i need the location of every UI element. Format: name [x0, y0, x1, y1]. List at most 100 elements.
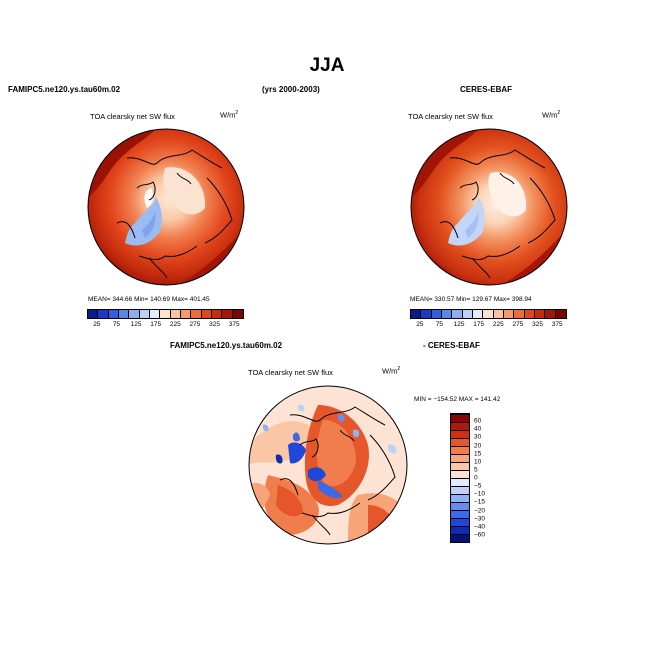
colorbar-swatch [451, 518, 469, 526]
colorbar-swatch [452, 310, 463, 318]
colorbar-swatch [451, 478, 469, 486]
colorbar-tick-label: 125 [453, 321, 465, 328]
colorbar-tick-label: 325 [209, 321, 220, 328]
colorbar-tick-label: 275 [189, 321, 201, 328]
panel1-colorbar-ticks: 25 75 125 175 225 275 325 375 [87, 321, 244, 331]
observation-polar-map [410, 128, 568, 286]
colorbar-swatch [451, 462, 469, 470]
panel1-unit: W/m2 [220, 110, 239, 120]
diff-colorbar [450, 413, 470, 543]
colorbar-swatch [451, 446, 469, 454]
colorbar-tick-label: 225 [169, 321, 181, 328]
colorbar-swatch [201, 310, 212, 318]
colorbar-swatch [232, 310, 243, 318]
colorbar-tick-label: 15 [474, 450, 482, 458]
panel1-colorbar [87, 309, 244, 319]
diff-model-header: FAMIPC5.ne120.ys.tau60m.02 [170, 341, 283, 350]
colorbar-swatch [431, 310, 442, 318]
colorbar-swatch [191, 310, 202, 318]
colorbar-swatch [503, 310, 515, 318]
colorbar-swatch [88, 310, 99, 318]
colorbar-swatch [462, 310, 473, 318]
colorbar-tick-label: 375 [551, 321, 563, 328]
colorbar-swatch [451, 438, 469, 446]
colorbar-swatch [180, 310, 192, 318]
colorbar-tick-label: 25 [93, 321, 101, 328]
colorbar-swatch [129, 310, 140, 318]
colorbar-tick-label: −20 [474, 507, 486, 514]
colorbar-swatch [472, 310, 484, 318]
panel2-stats: MEAN= 330.57 Min= 129.67 Max= 398.94 [410, 296, 532, 303]
model-polar-map [87, 128, 245, 286]
colorbar-tick-label: −10 [474, 490, 486, 498]
colorbar-tick-label: 175 [473, 321, 485, 328]
colorbar-swatch [514, 310, 525, 318]
colorbar-swatch [160, 310, 171, 318]
obs-name-header: CERES-EBAF [460, 85, 513, 94]
model-name-header: FAMIPC5.ne120.ys.tau60m.02 [8, 85, 121, 94]
colorbar-tick-label: 20 [474, 442, 482, 449]
colorbar-swatch [108, 310, 119, 318]
colorbar-tick-label: 75 [435, 321, 444, 328]
colorbar-swatch [149, 310, 161, 318]
colorbar-swatch [483, 310, 494, 318]
colorbar-swatch [451, 494, 469, 502]
colorbar-swatch [545, 310, 556, 318]
colorbar-swatch [211, 310, 223, 318]
colorbar-swatch [170, 310, 181, 318]
colorbar-swatch [451, 470, 469, 478]
colorbar-swatch [451, 510, 469, 518]
page-title: JJA [309, 55, 345, 76]
colorbar-tick-label: 325 [532, 321, 543, 328]
years-header: (yrs 2000-2003) [262, 85, 320, 94]
colorbar-swatch [451, 486, 469, 494]
colorbar-swatch [451, 430, 469, 438]
colorbar-swatch [118, 310, 130, 318]
colorbar-tick-label: −40 [474, 523, 486, 531]
colorbar-tick-label: 10 [474, 458, 482, 466]
difference-polar-map [248, 385, 408, 545]
colorbar-tick-label: −30 [474, 515, 486, 523]
panel2-colorbar-ticks: 25 75 125 175 225 275 325 375 [410, 321, 567, 331]
colorbar-swatch [534, 310, 546, 318]
colorbar-swatch [451, 414, 469, 422]
panel2-colorbar [410, 309, 567, 319]
colorbar-tick-label: 175 [150, 321, 162, 328]
colorbar-tick-label: −5 [474, 482, 482, 490]
colorbar-swatch [451, 454, 469, 462]
colorbar-swatch [222, 310, 233, 318]
colorbar-swatch [411, 310, 422, 318]
colorbar-tick-label: −60 [474, 531, 486, 539]
colorbar-tick-label: 375 [228, 321, 240, 328]
colorbar-tick-label: 30 [474, 433, 482, 441]
colorbar-swatch [421, 310, 432, 318]
colorbar-tick-label: 0 [474, 474, 478, 482]
diff-unit: W/m2 [382, 366, 401, 376]
diff-obs-header: - CERES-EBAF [423, 341, 480, 350]
colorbar-tick-label: 125 [130, 321, 142, 328]
colorbar-swatch [451, 534, 469, 542]
panel1-label: TOA clearsky net SW flux [90, 112, 175, 121]
colorbar-swatch [493, 310, 504, 318]
colorbar-swatch [451, 502, 469, 510]
colorbar-tick-label: 275 [512, 321, 524, 328]
colorbar-swatch [451, 526, 469, 534]
colorbar-tick-label: 225 [492, 321, 504, 328]
colorbar-swatch [555, 310, 566, 318]
diff-label: TOA clearsky net SW flux [248, 368, 333, 377]
colorbar-tick-label: −15 [474, 498, 486, 506]
panel2-unit: W/m2 [542, 110, 561, 120]
panel2-label: TOA clearsky net SW flux [408, 112, 493, 121]
colorbar-tick-label: 25 [416, 321, 424, 328]
diff-colorbar-ticks: 60 40 30 20 15 10 5 0 −5 −10 −15 −20 −30 −40 −60 [474, 413, 504, 543]
colorbar-swatch [139, 310, 150, 318]
colorbar-tick-label: 75 [112, 321, 121, 328]
colorbar-swatch [451, 422, 469, 430]
diff-stats: MIN = −154.52 MAX = 141.42 [414, 396, 501, 403]
colorbar-tick-label: 60 [474, 417, 482, 425]
panel1-stats: MEAN= 344.66 Min= 140.69 Max= 401.45 [88, 296, 210, 303]
colorbar-swatch [524, 310, 535, 318]
colorbar-swatch [98, 310, 109, 318]
colorbar-tick-label: 40 [474, 425, 482, 433]
colorbar-tick-label: 5 [474, 466, 478, 474]
